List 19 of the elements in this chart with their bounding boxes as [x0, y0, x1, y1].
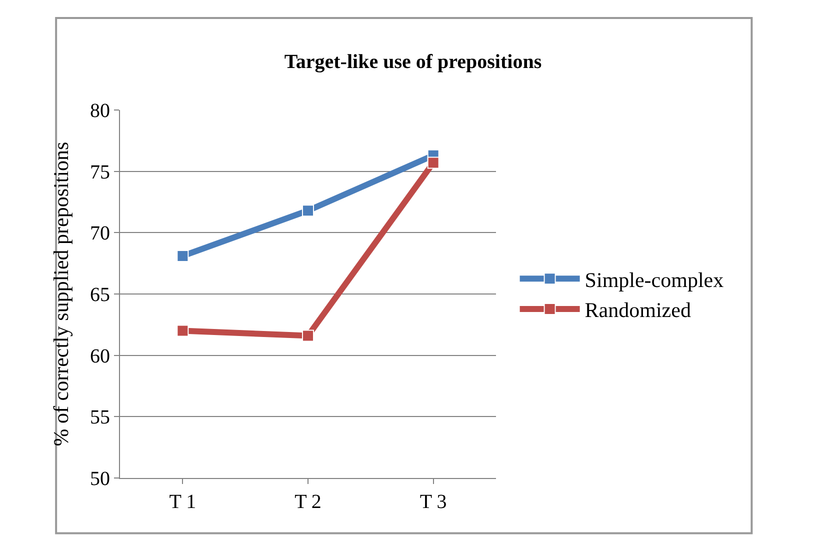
legend-label: Randomized — [584, 298, 692, 322]
point — [427, 156, 440, 169]
legend-label: Simple-complex — [584, 268, 724, 292]
point — [302, 330, 314, 342]
point — [176, 250, 189, 262]
y-tick-label: 70 — [90, 222, 110, 245]
y-axis-title: % of correctly supplied prepositions — [49, 142, 74, 446]
x-tick-label: T 1 — [169, 491, 196, 513]
y-tick-label: 50 — [90, 468, 110, 490]
point — [176, 324, 189, 337]
y-tick-label: 60 — [90, 345, 110, 368]
point — [302, 204, 314, 217]
chart-title: Target-like use of prepositions — [284, 50, 542, 73]
y-tick-label: 80 — [90, 100, 110, 122]
y-tick-label: 55 — [90, 406, 110, 429]
x-tick-label: T 2 — [294, 491, 322, 513]
x-tick-label: T 3 — [420, 491, 447, 513]
y-tick-label: 75 — [90, 161, 110, 184]
y-tick-label: 65 — [90, 284, 110, 306]
